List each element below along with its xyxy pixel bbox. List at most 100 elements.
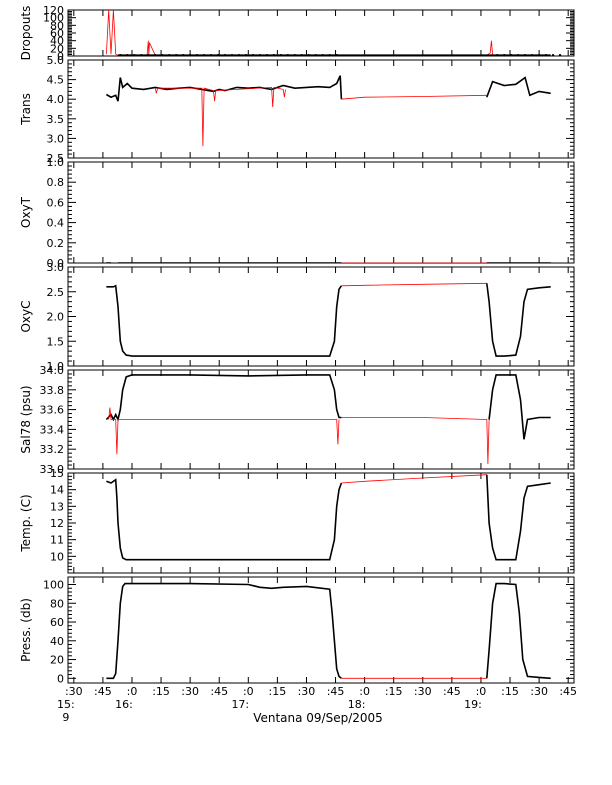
panel-frame [67,59,575,159]
x-hour-label: 19: [464,698,482,711]
series-line-3 [488,374,551,440]
x-tick-label: :0 [476,685,487,698]
y-tick-label: 0.2 [47,237,65,250]
x-tick-label: :0 [359,685,370,698]
panel-1: 2.5 3.0 3.5 4.0 4.5 5.0 Trans [19,54,575,165]
y-tick-label: 14 [50,484,64,497]
y-tick-label: 1.0 [47,156,65,169]
dropout-marker [161,54,164,57]
y-tick-label: 33.4 [40,423,65,436]
dropout-marker [544,54,548,57]
y-tick-label: 1.0 [47,360,65,373]
dropout-marker [174,54,178,57]
x-tick-label: :30 [530,685,548,698]
series-line-1 [341,474,487,484]
y-tick-label: 1.5 [47,335,65,348]
panel-frame [67,161,575,264]
series-line-1 [341,94,487,100]
dropout-marker [558,54,562,57]
x-tick-label: :15 [385,685,403,698]
x-tick-label: :45 [94,685,112,698]
panel-frame [67,9,575,57]
x-tick-label: :15 [152,685,170,698]
dropout-marker [516,54,520,57]
panel-6: 0 20 40 60 80 100 Press. (db) [19,576,575,685]
y-axis-title: OxyT [19,196,33,228]
dropout-marker [188,54,192,57]
y-tick-label: 0.0 [47,257,65,270]
y-tick-label: 2.5 [47,152,65,165]
dropout-marker [530,54,534,57]
y-tick-label: 2.0 [47,311,65,324]
y-axis-title: OxyC [19,300,33,332]
dropout-marker [321,54,324,57]
y-tick-label: 13 [50,500,64,513]
dropout-marker [195,54,199,57]
series-line-1 [108,407,340,455]
x-tick-label: :45 [443,685,461,698]
y-tick-label: 40 [50,35,64,48]
y-tick-label: 0.8 [47,176,65,189]
dropout-marker [133,54,136,57]
series-line-0 [106,582,342,680]
series-line-0 [106,10,540,56]
x-tick-label: :30 [65,685,83,698]
y-tick-label: 4.0 [47,93,65,106]
panel-5: 10 11 12 13 14 15 Temp. (C) [19,467,575,574]
x-tick-label: :30 [298,685,316,698]
y-tick-label: 3.0 [47,261,65,274]
dropout-marker [230,54,234,57]
dropout-marker [503,54,506,57]
y-tick-label: 33.8 [40,384,65,397]
x-day-label: 9 [62,711,69,724]
series-line-0 [106,284,343,357]
dropout-marker [119,54,122,57]
dropout-marker [223,54,227,57]
dropout-marker [181,54,185,57]
dropout-marker [154,54,157,57]
y-tick-label: 3.0 [47,132,65,145]
x-tick-label: :45 [559,685,577,698]
panel-frame [67,576,575,684]
y-tick-label: 120 [43,4,64,17]
series-line-2 [486,283,551,357]
y-tick-label: 3.5 [47,113,65,126]
panel-frame [67,266,575,367]
dropout-marker [244,54,248,57]
x-axis-title: Ventana 09/Sep/2005 [253,711,383,725]
y-tick-label: 80 [50,19,64,32]
dropout-marker [286,54,290,57]
x-hour-label: 18: [348,698,366,711]
y-tick-label: 33.2 [40,443,65,456]
dropout-marker [523,54,527,57]
series-line-0 [105,374,342,422]
dropout-marker [126,54,129,57]
dropout-marker [307,54,310,57]
dropout-marker [265,54,269,57]
dropout-marker [272,54,276,57]
y-tick-label: 0.4 [47,217,65,230]
x-tick-label: :30 [181,685,199,698]
x-tick-label: :15 [501,685,519,698]
panel-3: 1.0 1.5 2.0 2.5 3.0 OxyC [19,261,575,373]
x-tick-label: :45 [327,685,345,698]
y-tick-label: 0 [57,672,64,685]
series-line-2 [486,474,551,561]
dropout-marker [300,54,304,57]
dropout-marker [168,54,171,57]
x-tick-label: :30 [414,685,432,698]
y-tick-label: 20 [50,42,64,55]
panel-frame [67,472,575,574]
dropout-marker [537,54,541,57]
dropout-marker [551,54,555,57]
y-tick-label: 80 [50,597,64,610]
panel-4: 33.0 33.2 33.4 33.6 33.8 34.0 Sal78 (psu) [19,364,575,476]
y-tick-label: 100 [43,579,64,592]
series-line-0 [106,478,343,561]
y-tick-label: 5.0 [47,54,65,67]
y-axis-title: Sal78 (psu) [19,385,33,453]
x-tick-label: :45 [210,685,228,698]
y-tick-label: 0.6 [47,196,65,209]
series-line-3 [154,86,286,147]
